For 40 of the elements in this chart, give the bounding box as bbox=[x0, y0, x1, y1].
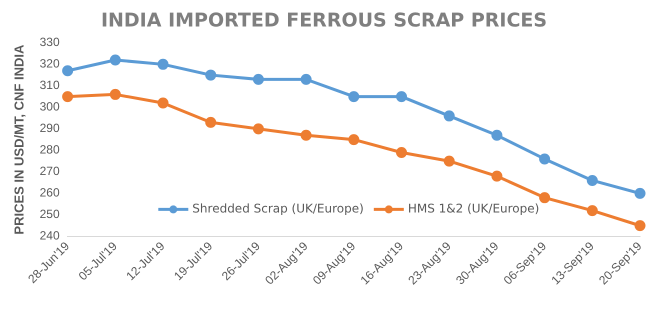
point bbox=[300, 130, 312, 141]
y-tick-label: 330 bbox=[40, 35, 60, 50]
point bbox=[586, 205, 598, 216]
y-tick-label: 260 bbox=[40, 186, 60, 200]
point bbox=[158, 98, 169, 109]
y-tick-label: 300 bbox=[40, 100, 60, 114]
point bbox=[62, 65, 74, 76]
point bbox=[444, 156, 455, 167]
point bbox=[586, 174, 598, 186]
y-tick-label: 240 bbox=[40, 228, 60, 243]
y-tick-label: 280 bbox=[40, 142, 60, 157]
point bbox=[158, 58, 169, 70]
y-tick-label: 270 bbox=[40, 164, 60, 178]
point bbox=[252, 74, 264, 85]
point bbox=[252, 123, 264, 134]
y-axis-title: PRICES IN USD/MT, CNF INDIA bbox=[11, 44, 26, 235]
point bbox=[444, 110, 455, 122]
point bbox=[348, 134, 360, 146]
point bbox=[634, 188, 646, 199]
y-tick-label: 320 bbox=[40, 56, 60, 71]
y-tick-label: 250 bbox=[40, 207, 60, 222]
point bbox=[300, 74, 312, 85]
point bbox=[205, 116, 216, 128]
point bbox=[396, 91, 408, 102]
point bbox=[205, 70, 216, 81]
point bbox=[348, 91, 360, 102]
legend-label: HMS 1&2 (UK/Europe) bbox=[408, 202, 540, 216]
y-tick-label: 290 bbox=[40, 121, 60, 136]
legend-label: Shredded Scrap (UK/Europe) bbox=[192, 202, 364, 216]
point bbox=[62, 91, 74, 102]
point bbox=[539, 153, 550, 164]
point bbox=[396, 147, 408, 158]
point bbox=[491, 130, 502, 141]
point bbox=[491, 170, 502, 182]
point bbox=[634, 220, 646, 232]
chart-title: INDIA IMPORTED FERROUS SCRAP PRICES bbox=[100, 9, 548, 32]
point bbox=[110, 88, 121, 100]
point bbox=[539, 192, 550, 204]
point bbox=[110, 54, 121, 66]
y-tick-label: 310 bbox=[40, 78, 60, 92]
